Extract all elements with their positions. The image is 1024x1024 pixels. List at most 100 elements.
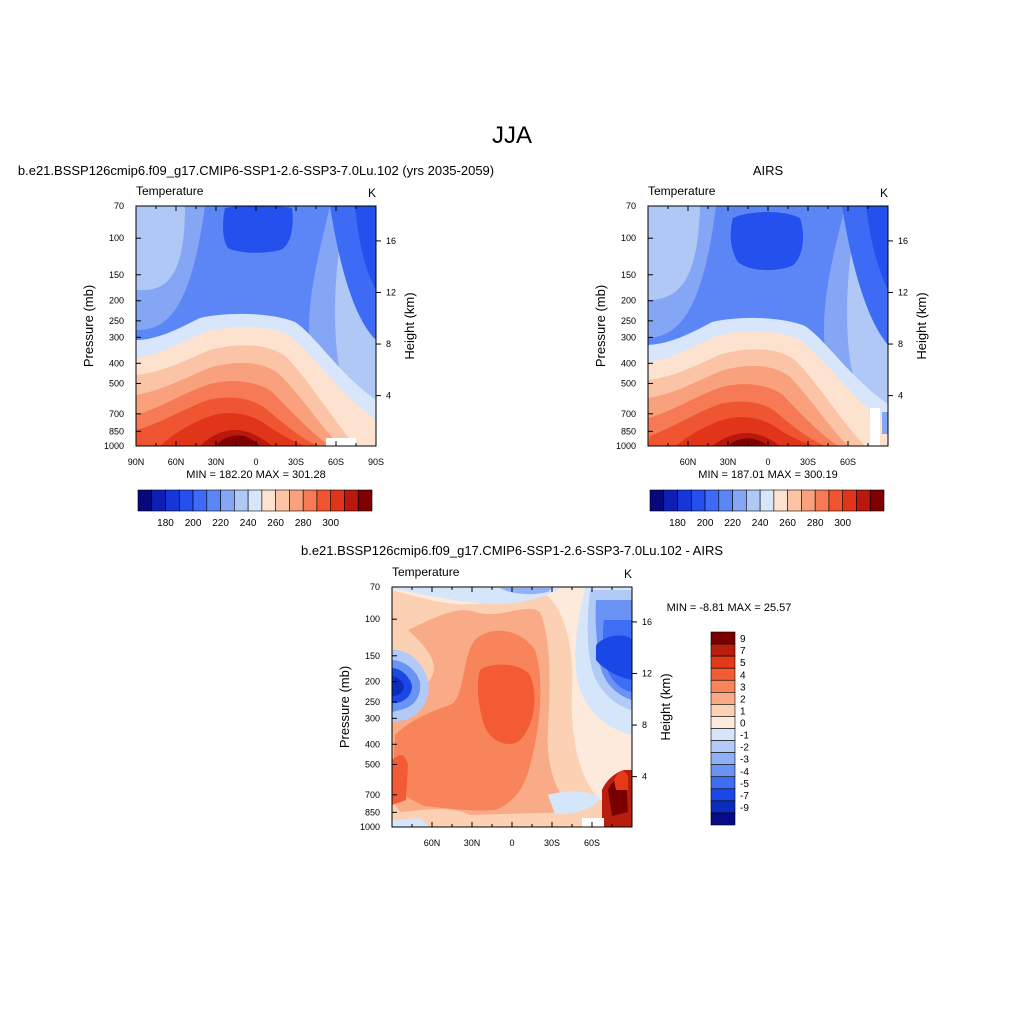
colorbar-swatch: [710, 752, 736, 765]
panel-diff-x-axis: 60N 30N 0 30S 60S: [391, 587, 633, 848]
panel-obs-field: [648, 206, 888, 446]
pressure-tick-label: 700: [365, 790, 380, 800]
pressure-tick-label: 150: [365, 651, 380, 661]
colorbar-swatch: [649, 489, 665, 512]
colorbar-swatch: [710, 679, 736, 693]
panel-obs-height-axis: 4 8 12 16: [888, 236, 908, 401]
height-tick-label: 16: [642, 617, 652, 627]
panel-model: b.e21.BSSP126cmip6.f09_g17.CMIP6-SSP1-2.…: [18, 163, 494, 529]
colorbar-swatch: [710, 812, 736, 826]
colorbar-swatch: [275, 489, 290, 512]
height-tick-label: 12: [642, 668, 652, 678]
panel-diff-y-axis: 70 100 150 200 250 300 400 500 700 850 1000: [360, 582, 397, 832]
colorbar-swatch: [732, 489, 747, 512]
panel-model-title: b.e21.BSSP126cmip6.f09_g17.CMIP6-SSP1-2.…: [18, 163, 494, 178]
panel-diff-field: [392, 587, 632, 827]
panel-obs-y-axis: 70 100 150 200 250 300 400 500 700 850 1000: [616, 201, 653, 451]
x-tick-label: 30S: [544, 838, 560, 848]
x-tick-label: 60N: [424, 838, 441, 848]
panel-obs-title: AIRS: [753, 163, 784, 178]
colorbar-swatch: [192, 489, 208, 512]
colorbar-swatch: [234, 489, 249, 512]
x-tick-label: 30S: [800, 457, 816, 467]
colorbar-label: 4: [740, 670, 746, 681]
pressure-tick-label: 250: [365, 697, 380, 707]
colorbar-swatch: [710, 692, 736, 705]
colorbar-swatch: [289, 489, 304, 512]
panel-obs-left-string: Temperature: [648, 184, 716, 198]
panel-model-left-string: Temperature: [136, 184, 204, 198]
colorbar-swatch: [710, 643, 736, 657]
x-tick-label: 0: [509, 838, 514, 848]
height-tick-label: 8: [642, 720, 647, 730]
x-tick-label: 90S: [368, 457, 384, 467]
colorbar-swatch: [814, 489, 830, 512]
colorbar-label: -3: [740, 755, 749, 766]
colorbar-swatch: [856, 489, 871, 512]
x-tick-label: 30N: [208, 457, 225, 467]
pressure-tick-label: 70: [370, 582, 380, 592]
height-tick-label: 8: [386, 339, 391, 349]
colorbar-swatch: [357, 489, 373, 512]
colorbar-label: 220: [212, 518, 229, 529]
colorbar-label: -7: [740, 791, 749, 802]
pressure-tick-label: 150: [621, 270, 636, 280]
colorbar-label: -1: [740, 731, 749, 742]
pressure-tick-label: 200: [621, 296, 636, 306]
height-tick-label: 16: [898, 236, 908, 246]
x-tick-label: 0: [765, 457, 770, 467]
x-tick-label: 60S: [584, 838, 600, 848]
x-tick-label: 60S: [840, 457, 856, 467]
colorbar-swatch: [710, 655, 736, 669]
colorbar-label: 220: [724, 518, 741, 529]
colorbar-swatch: [869, 489, 885, 512]
colorbar-swatch: [690, 489, 706, 512]
colorbar-swatch: [302, 489, 318, 512]
x-tick-label: 60N: [168, 457, 185, 467]
colorbar-swatch: [710, 800, 736, 814]
panel-obs-colorbar: 180190200210220230240250260270280290300: [649, 489, 885, 529]
colorbar-swatch: [704, 489, 720, 512]
colorbar-swatch: [710, 740, 736, 753]
colorbar-label: 300: [834, 518, 851, 529]
colorbar-swatch: [261, 489, 276, 512]
height-tick-label: 4: [386, 391, 391, 401]
panel-model-field: [136, 206, 376, 446]
colorbar-swatch: [151, 489, 166, 512]
colorbar-label: 180: [157, 518, 174, 529]
pressure-tick-label: 400: [109, 358, 124, 368]
colorbar-swatch: [828, 489, 844, 512]
colorbar-swatch: [206, 489, 221, 512]
colorbar-label: 3: [740, 682, 746, 693]
pressure-tick-label: 70: [626, 201, 636, 211]
colorbar-label: 280: [295, 518, 312, 529]
height-tick-label: 12: [898, 287, 908, 297]
colorbar-swatch: [773, 489, 788, 512]
colorbar-label: -9: [740, 803, 749, 814]
pressure-tick-label: 700: [621, 409, 636, 419]
colorbar-label: 240: [752, 518, 769, 529]
panel-model-height-axis: 4 8 12 16: [376, 236, 396, 401]
colorbar-swatch: [710, 716, 736, 729]
colorbar-swatch: [710, 631, 736, 645]
x-tick-label: 30N: [720, 457, 737, 467]
panel-model-ylabel: Pressure (mb): [81, 285, 96, 367]
colorbar-swatch: [746, 489, 761, 512]
colorbar-swatch: [759, 489, 775, 512]
pressure-tick-label: 100: [621, 233, 636, 243]
colorbar-swatch: [137, 489, 153, 512]
colorbar-swatch: [677, 489, 692, 512]
panel-obs: AIRS Temperature K 60N 30N 0 30S 60S 70 100 15…: [593, 163, 929, 529]
colorbar-swatch: [344, 489, 359, 512]
pressure-tick-label: 100: [109, 233, 124, 243]
panel-model-x-axis: 90N 60N 30N 0 30S 60S 90S: [128, 206, 384, 467]
colorbar-label: 7: [740, 646, 746, 657]
colorbar-label: 2: [740, 694, 746, 705]
pressure-tick-label: 200: [365, 677, 380, 687]
pressure-tick-label: 850: [621, 426, 636, 436]
panel-diff-left-string: Temperature: [392, 565, 460, 579]
panel-model-y-axis: 70 100 150 200 250 300 400 500 700 850 1000: [104, 201, 141, 451]
x-tick-label: 30S: [288, 457, 304, 467]
colorbar-swatch: [787, 489, 802, 512]
